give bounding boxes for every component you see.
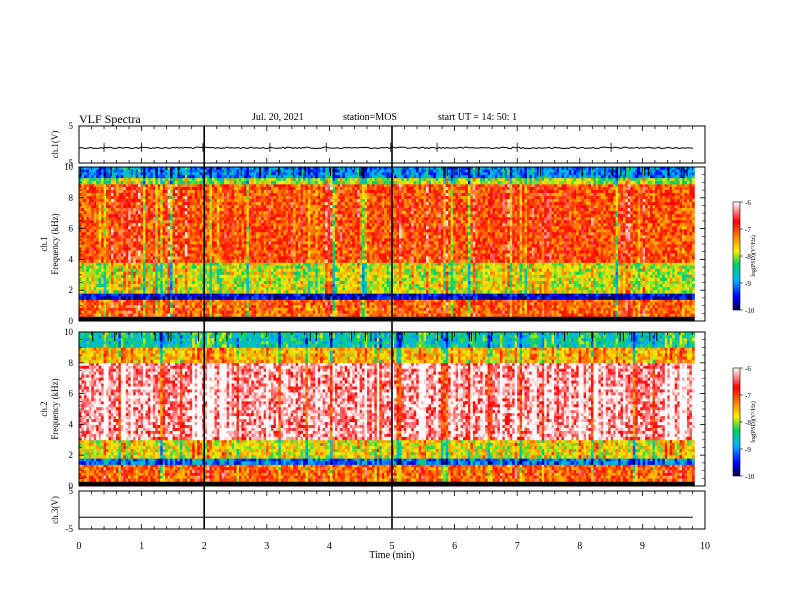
y-tick-label-ch2-spectrogram: 10 (64, 327, 74, 337)
y-tick-label-ch3-waveform: 5 (69, 486, 74, 496)
colorbar-tick-label-ch1-spectrogram: -6 (745, 199, 751, 207)
x-tick-label: 10 (700, 541, 710, 552)
y-tick-label-ch1-spectrogram: 2 (69, 285, 74, 295)
y-axis-label-ch3-waveform: ch.3(V) (50, 496, 60, 524)
colorbar-tick-label-ch2-spectrogram: -10 (745, 473, 755, 481)
ch1-waveform-trace (79, 147, 693, 149)
ch2-spectrogram-cells (79, 332, 695, 486)
x-tick-label: 3 (264, 541, 269, 552)
colorbar-ch1-spectrogram (733, 202, 740, 310)
ch1-spectrogram-baseline (79, 317, 694, 321)
colorbar-tick-label-ch1-spectrogram: -7 (745, 226, 751, 234)
colorbar-tick-label-ch2-spectrogram: -7 (745, 392, 751, 400)
colorbar-tick-label-ch1-spectrogram: -10 (745, 307, 755, 315)
y-tick-label-ch3-waveform: -5 (66, 524, 74, 534)
x-tick-label: 7 (515, 541, 520, 552)
y-axis-label-ch1-spectrogram-unit: Frequency (kHz) (50, 213, 60, 274)
y-tick-label-ch2-spectrogram: 4 (69, 419, 74, 429)
colorbar-tick-label-ch2-spectrogram: -9 (745, 446, 751, 454)
colorbar-ch2-spectrogram (733, 368, 740, 476)
x-tick-label: 1 (139, 541, 144, 552)
y-axis-label-ch1-waveform: ch.1(V) (50, 131, 60, 159)
y-tick-label-ch1-spectrogram: 10 (64, 162, 74, 172)
y-tick-label-ch2-spectrogram: 8 (69, 358, 74, 368)
y-axis-label-ch1-spectrogram: ch.1 (39, 236, 49, 251)
ch2-spectrogram-baseline (79, 482, 694, 486)
y-tick-label-ch1-spectrogram: 4 (69, 254, 74, 264)
x-tick-label: 6 (452, 541, 457, 552)
x-axis-label: Time (min) (369, 550, 414, 561)
y-tick-label-ch2-spectrogram: 6 (69, 389, 74, 399)
y-tick-label-ch1-waveform: 5 (69, 121, 74, 131)
x-tick-label: 9 (640, 541, 645, 552)
colorbar-label-ch1-spectrogram: log(PSD)(V²/Hz) (750, 235, 757, 276)
y-tick-label-ch1-spectrogram: 8 (69, 193, 74, 203)
y-tick-label-ch1-spectrogram: 0 (69, 316, 74, 326)
colorbar-label-ch2-spectrogram: log(PSD)(V²/Hz) (750, 401, 757, 442)
colorbar-tick-label-ch1-spectrogram: -9 (745, 280, 751, 288)
y-axis-label-ch2-spectrogram-unit: Frequency (kHz) (50, 378, 60, 439)
vlf-figure: 5-5ch.1(V)0246810ch.1 Frequency (kHz)-6-7… (0, 0, 792, 612)
x-tick-label: 0 (77, 541, 82, 552)
y-axis-label-ch2-spectrogram: ch.2 (39, 401, 49, 416)
y-tick-label-ch1-spectrogram: 6 (69, 224, 74, 234)
colorbar-tick-label-ch2-spectrogram: -6 (745, 365, 751, 373)
x-tick-label: 8 (577, 541, 582, 552)
x-tick-label: 2 (202, 541, 207, 552)
x-tick-label: 4 (327, 541, 332, 552)
ch1-spectrogram-cells (79, 167, 695, 321)
y-tick-label-ch2-spectrogram: 2 (69, 450, 74, 460)
